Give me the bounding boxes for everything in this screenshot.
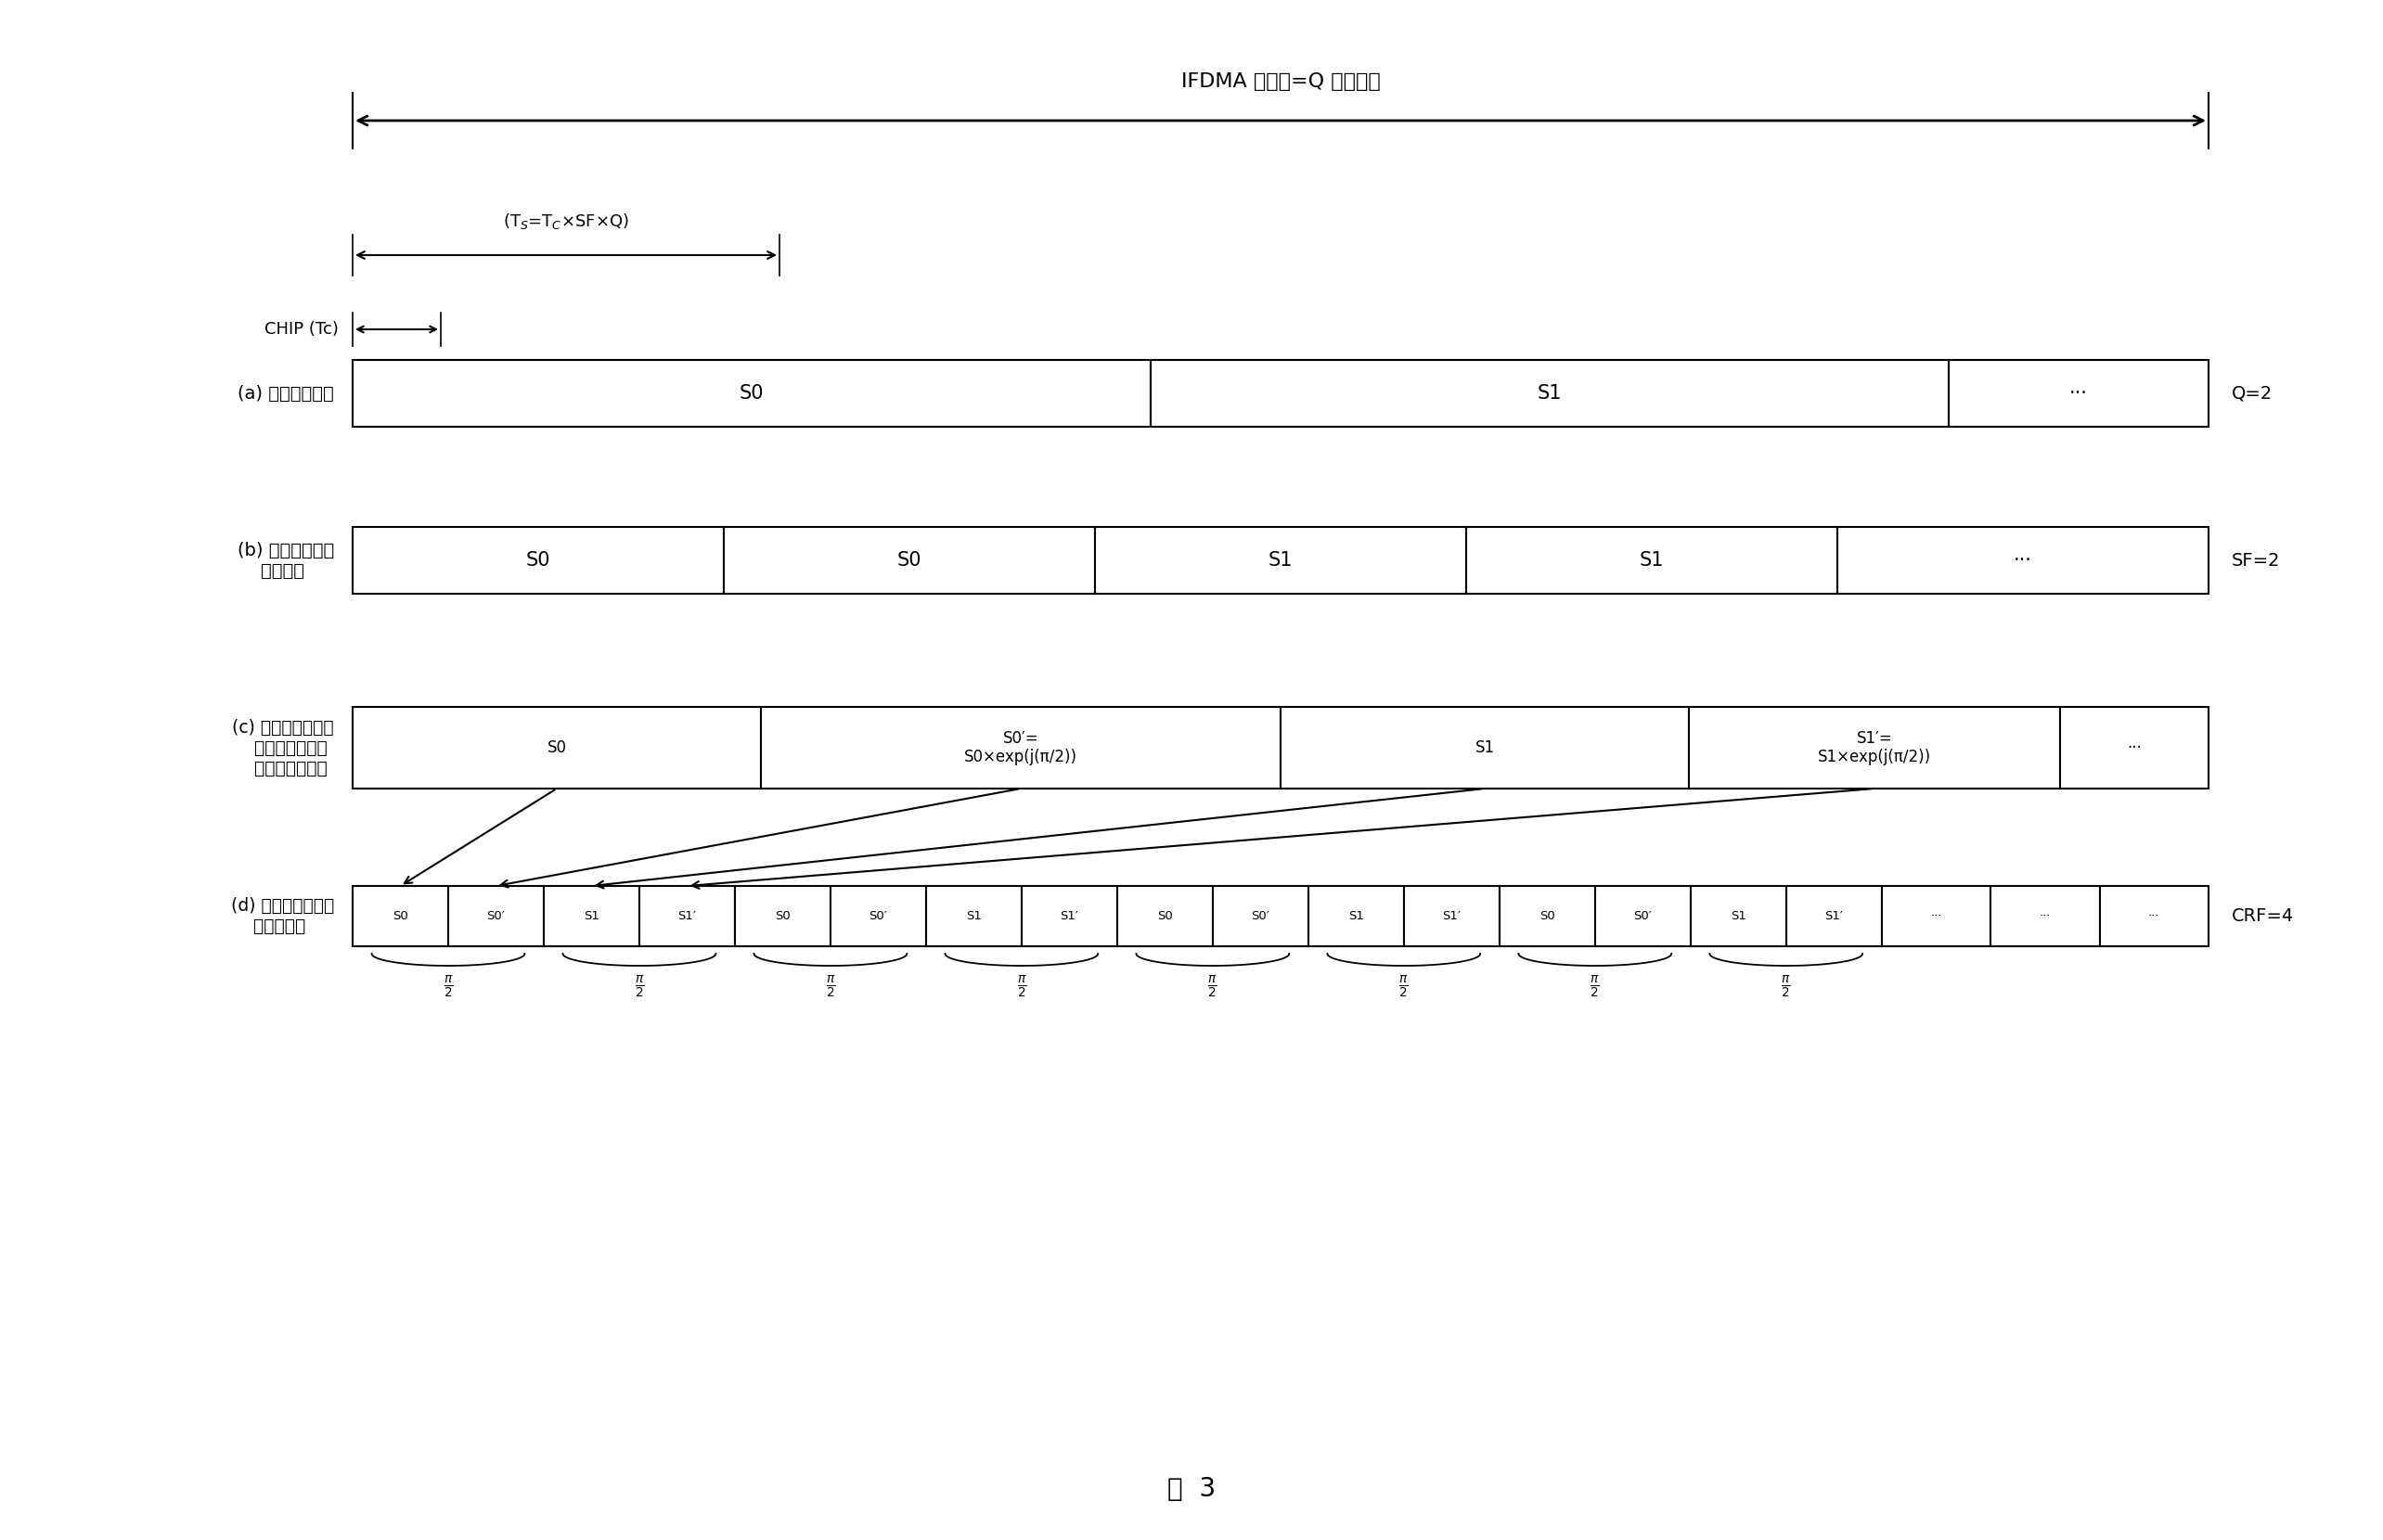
Text: ···: ··· (2149, 910, 2159, 922)
Text: 图  3: 图 3 (1168, 1475, 1215, 1502)
FancyBboxPatch shape (1404, 885, 1499, 946)
FancyBboxPatch shape (1990, 885, 2099, 946)
FancyBboxPatch shape (1949, 360, 2209, 427)
FancyBboxPatch shape (1118, 885, 1213, 946)
FancyBboxPatch shape (1213, 885, 1308, 946)
FancyBboxPatch shape (760, 707, 1280, 788)
Text: S0: S0 (774, 910, 791, 922)
FancyBboxPatch shape (1096, 527, 1466, 594)
Text: $\frac{\pi}{2}$: $\frac{\pi}{2}$ (443, 975, 453, 1001)
FancyBboxPatch shape (543, 885, 639, 946)
Text: $\frac{\pi}{2}$: $\frac{\pi}{2}$ (1018, 975, 1027, 1001)
Text: S0: S0 (393, 910, 407, 922)
Text: ···: ··· (2068, 383, 2088, 402)
Text: S0×exp(j(π/2)): S0×exp(j(π/2)) (965, 748, 1077, 765)
FancyBboxPatch shape (2099, 885, 2209, 946)
Text: (c) 偶数码片或者奇
    数码片的相位旋
    转后的码片序列: (c) 偶数码片或者奇 数码片的相位旋 转后的码片序列 (231, 719, 334, 778)
Text: $\frac{\pi}{2}$: $\frac{\pi}{2}$ (1589, 975, 1599, 1001)
Text: $\frac{\pi}{2}$: $\frac{\pi}{2}$ (1208, 975, 1218, 1001)
FancyBboxPatch shape (1499, 885, 1594, 946)
Text: SF=2: SF=2 (2233, 551, 2281, 570)
Text: S1: S1 (1640, 551, 1663, 570)
FancyBboxPatch shape (1594, 885, 1690, 946)
Text: $\frac{\pi}{2}$: $\frac{\pi}{2}$ (634, 975, 643, 1001)
FancyBboxPatch shape (448, 885, 543, 946)
FancyBboxPatch shape (1690, 885, 1785, 946)
Text: S1: S1 (1268, 551, 1294, 570)
Text: S1: S1 (965, 910, 982, 922)
Text: S0: S0 (527, 551, 550, 570)
Text: S1′: S1′ (1060, 910, 1079, 922)
FancyBboxPatch shape (1837, 527, 2209, 594)
Text: S0: S0 (739, 383, 765, 402)
Text: ···: ··· (2128, 739, 2142, 756)
Text: S0: S0 (548, 739, 567, 756)
FancyBboxPatch shape (1308, 885, 1404, 946)
FancyBboxPatch shape (353, 360, 1151, 427)
Text: S1: S1 (1475, 739, 1494, 756)
Text: ···: ··· (2014, 551, 2033, 570)
Text: S1: S1 (1349, 910, 1363, 922)
Text: IFDMA 符号（=Q 个符号）: IFDMA 符号（=Q 个符号） (1182, 72, 1380, 91)
FancyBboxPatch shape (353, 527, 724, 594)
Text: S0′: S0′ (1635, 910, 1651, 922)
Text: S0′=: S0′= (1003, 730, 1039, 747)
Text: S1: S1 (1537, 383, 1561, 402)
Text: S0′: S0′ (870, 910, 886, 922)
Text: S0: S0 (896, 551, 922, 570)
Text: (a) 发送符号序列: (a) 发送符号序列 (238, 385, 334, 402)
Text: (b) 码片划分后的
    码片序列: (b) 码片划分后的 码片序列 (238, 542, 334, 579)
Text: S0: S0 (1539, 910, 1556, 922)
Text: S0′: S0′ (1251, 910, 1270, 922)
FancyBboxPatch shape (1690, 707, 2059, 788)
FancyBboxPatch shape (353, 707, 760, 788)
FancyBboxPatch shape (2059, 707, 2209, 788)
Text: S0′: S0′ (486, 910, 505, 922)
Text: $\frac{\pi}{2}$: $\frac{\pi}{2}$ (1780, 975, 1792, 1001)
Text: S1: S1 (584, 910, 601, 922)
FancyBboxPatch shape (724, 527, 1096, 594)
Text: S0: S0 (1158, 910, 1172, 922)
FancyBboxPatch shape (1466, 527, 1837, 594)
Text: $\frac{\pi}{2}$: $\frac{\pi}{2}$ (825, 975, 836, 1001)
FancyBboxPatch shape (639, 885, 734, 946)
FancyBboxPatch shape (734, 885, 829, 946)
Text: S1′=: S1′= (1856, 730, 1892, 747)
Text: $\frac{\pi}{2}$: $\frac{\pi}{2}$ (1399, 975, 1408, 1001)
Text: CRF=4: CRF=4 (2233, 907, 2295, 926)
FancyBboxPatch shape (829, 885, 927, 946)
Text: ···: ··· (2040, 910, 2052, 922)
Text: S1′: S1′ (1825, 910, 1842, 922)
FancyBboxPatch shape (1022, 885, 1118, 946)
FancyBboxPatch shape (1785, 885, 1883, 946)
Text: S1×exp(j(π/2)): S1×exp(j(π/2)) (1818, 748, 1930, 765)
FancyBboxPatch shape (927, 885, 1022, 946)
FancyBboxPatch shape (1883, 885, 1990, 946)
Text: Q=2: Q=2 (2233, 385, 2273, 402)
FancyBboxPatch shape (1280, 707, 1690, 788)
FancyBboxPatch shape (1151, 360, 1949, 427)
Text: ···: ··· (1930, 910, 1942, 922)
FancyBboxPatch shape (353, 885, 448, 946)
Text: S1′: S1′ (1442, 910, 1461, 922)
Text: S1′: S1′ (677, 910, 696, 922)
Text: CHIP (Tc): CHIP (Tc) (265, 320, 338, 337)
Text: (T$_S$=T$_C$×SF×Q): (T$_S$=T$_C$×SF×Q) (503, 211, 629, 231)
Text: S1: S1 (1730, 910, 1747, 922)
Text: (d) 压缩码片时域，
    并重复码片: (d) 压缩码片时域， 并重复码片 (231, 898, 334, 935)
